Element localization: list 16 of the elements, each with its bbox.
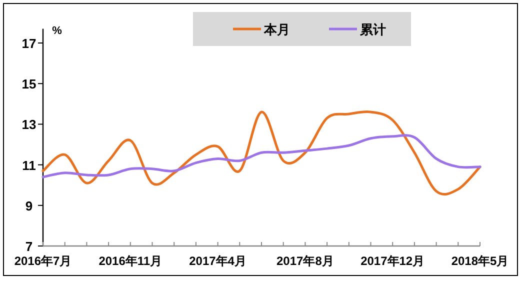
x-tick-label: 2018年5月 bbox=[451, 254, 509, 268]
y-axis-title: % bbox=[52, 25, 62, 37]
x-tick-label: 2017年8月 bbox=[276, 254, 334, 268]
x-tick-label: 2016年7月 bbox=[14, 254, 72, 268]
x-tick-label: 2017年4月 bbox=[189, 254, 246, 268]
y-tick-label: 9 bbox=[25, 198, 33, 214]
legend-label: 累计 bbox=[359, 22, 386, 37]
y-tick-label: 13 bbox=[22, 117, 36, 132]
y-tick-label: 17 bbox=[22, 36, 36, 51]
y-tick-label: 15 bbox=[22, 76, 36, 92]
line-series bbox=[42, 134, 482, 178]
x-tick-label: 2017年12月 bbox=[360, 254, 425, 268]
y-tick-label: 11 bbox=[22, 158, 36, 173]
legend-label: 本月 bbox=[263, 22, 290, 37]
y-tick-label: 7 bbox=[25, 239, 33, 254]
x-tick-label: 2016年11月 bbox=[98, 254, 162, 268]
